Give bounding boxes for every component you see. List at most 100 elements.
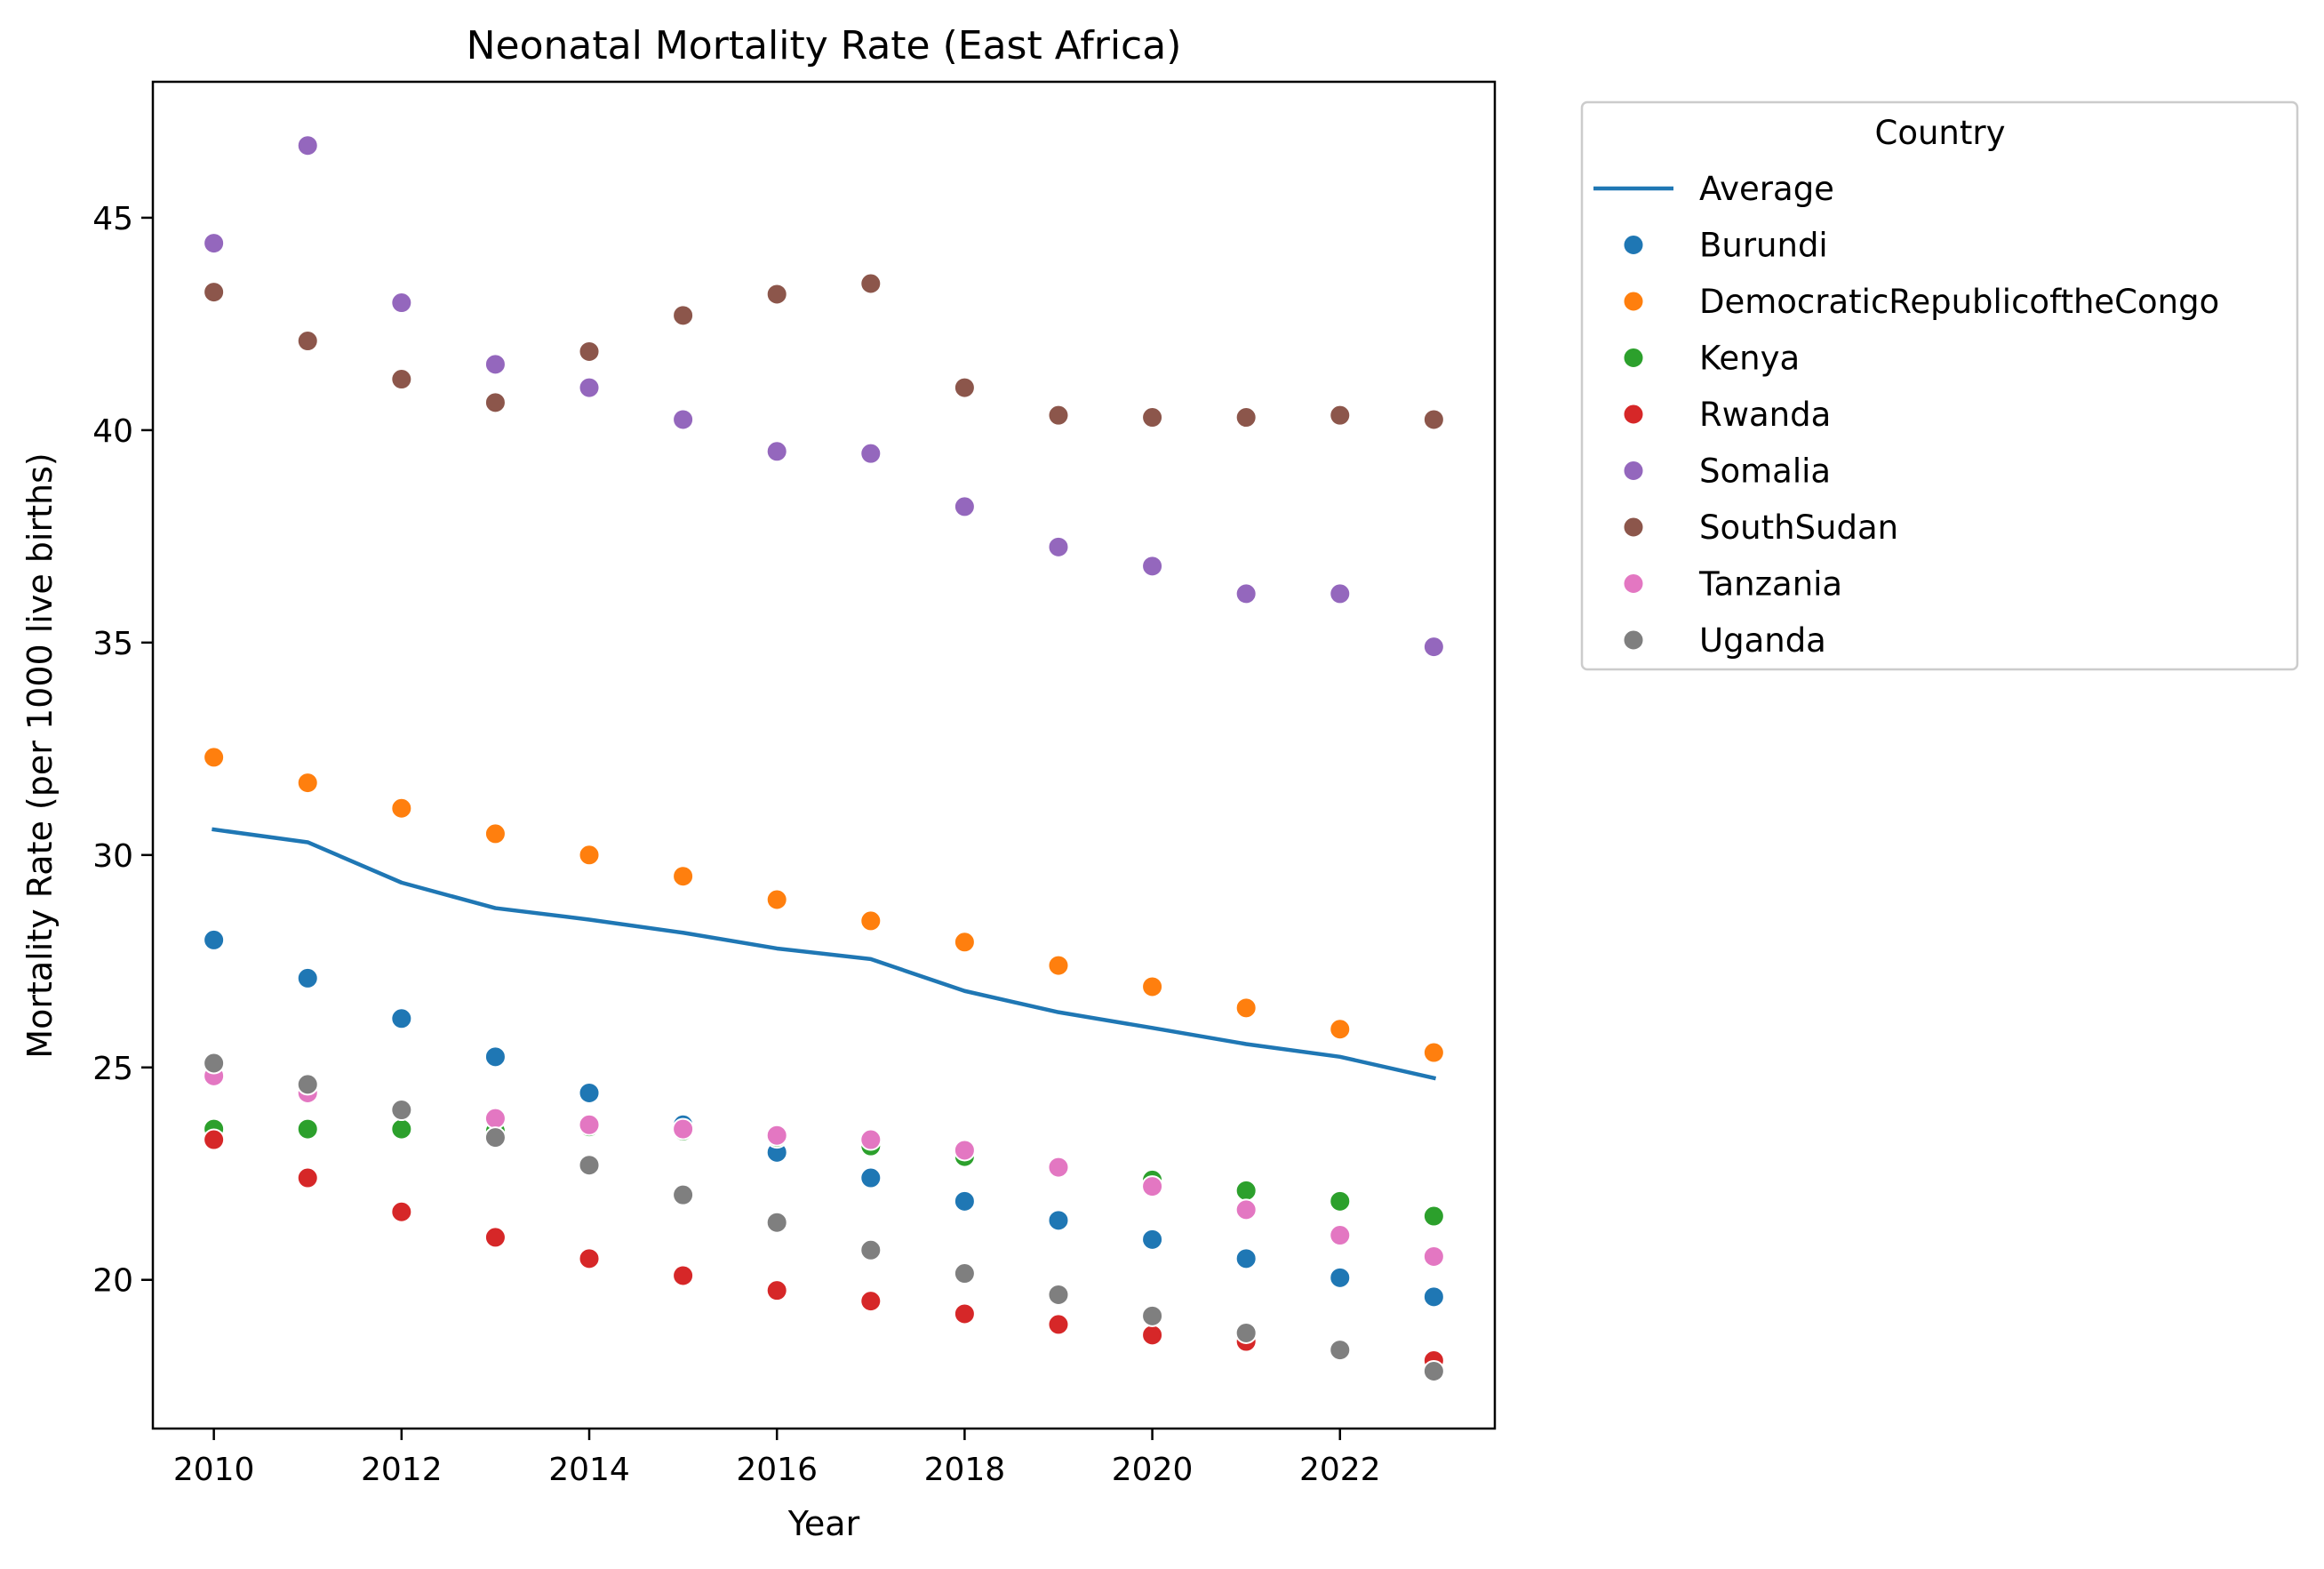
series-democraticrepublicofthecongo	[203, 746, 1445, 1064]
legend-label: Burundi	[1699, 227, 1828, 265]
data-point	[859, 909, 882, 933]
y-tick-label: 40	[92, 413, 133, 450]
legend-title: Country	[1875, 114, 2006, 152]
data-point	[483, 1126, 507, 1149]
data-point	[672, 304, 695, 327]
data-point	[296, 1117, 319, 1141]
legend-entry-southsudan: SouthSudan	[1622, 508, 1898, 547]
series-somalia	[203, 134, 1445, 659]
data-point	[203, 928, 226, 951]
data-point	[578, 1154, 601, 1177]
data-point	[1329, 1224, 1352, 1247]
data-point	[1234, 1198, 1258, 1221]
x-tick-label: 2020	[1112, 1452, 1194, 1488]
data-point	[1329, 582, 1352, 605]
data-point	[1234, 1247, 1258, 1270]
data-point	[859, 1128, 882, 1151]
data-point	[765, 1211, 788, 1234]
legend-marker-swatch	[1622, 234, 1645, 256]
x-tick-label: 2012	[361, 1452, 443, 1488]
data-point	[672, 865, 695, 888]
data-point	[203, 1128, 226, 1151]
data-point	[953, 931, 976, 954]
data-point	[1047, 404, 1070, 427]
legend-label: Somalia	[1699, 452, 1831, 491]
data-point	[1422, 1359, 1445, 1382]
data-point	[296, 330, 319, 353]
data-point	[1141, 1175, 1164, 1198]
average-line-layer	[212, 827, 1437, 1081]
legend-label: DemocraticRepublicoftheCongo	[1699, 283, 2219, 321]
data-point	[483, 1107, 507, 1130]
legend-entry-tanzania: Tanzania	[1622, 565, 1842, 604]
data-point	[1422, 1205, 1445, 1228]
data-point	[1329, 1339, 1352, 1362]
data-point	[1329, 1018, 1352, 1041]
data-point	[203, 232, 226, 255]
data-point	[296, 1166, 319, 1189]
series-southsudan	[203, 272, 1445, 431]
data-point	[1047, 1283, 1070, 1306]
legend-box	[1580, 100, 2299, 671]
data-point	[765, 1124, 788, 1147]
legend-label: Tanzania	[1698, 565, 1842, 604]
legend-label: SouthSudan	[1699, 508, 1898, 547]
data-point	[203, 281, 226, 304]
data-point	[953, 376, 976, 399]
data-point	[1047, 1209, 1070, 1232]
data-point	[1047, 954, 1070, 977]
data-point	[390, 1117, 413, 1141]
data-point	[578, 340, 601, 363]
data-point	[390, 1099, 413, 1122]
data-point	[483, 1226, 507, 1249]
data-point	[672, 1117, 695, 1141]
data-point	[1141, 1304, 1164, 1327]
data-point	[390, 1007, 413, 1030]
x-tick-label: 2014	[548, 1452, 630, 1488]
data-point	[1329, 1266, 1352, 1289]
y-axis-label: Mortality Rate (per 1000 live births)	[20, 452, 60, 1058]
data-point	[578, 1113, 601, 1136]
plot-area	[203, 134, 1445, 1382]
data-point	[483, 353, 507, 376]
data-point	[1234, 1179, 1258, 1202]
data-point	[1329, 404, 1352, 427]
legend-entry-uganda: Uganda	[1622, 621, 1826, 660]
data-point	[1422, 636, 1445, 659]
legend-entry-democraticrepublicofthecongo: DemocraticRepublicoftheCongo	[1622, 283, 2219, 321]
data-point	[390, 368, 413, 391]
legend: Country Average Burundi DemocraticRepublic…	[1580, 100, 2299, 671]
data-point	[1047, 535, 1070, 558]
x-tick-label: 2022	[1299, 1452, 1381, 1488]
legend-label: Average	[1699, 170, 1834, 208]
data-point	[296, 1073, 319, 1096]
data-point	[859, 1238, 882, 1261]
series-uganda	[203, 1052, 1445, 1382]
data-point	[390, 292, 413, 315]
data-point	[953, 1302, 976, 1325]
data-point	[859, 1290, 882, 1313]
x-tick-label: 2016	[736, 1452, 818, 1488]
data-point	[1047, 1156, 1070, 1179]
chart-title: Neonatal Mortality Rate (East Africa)	[467, 23, 1182, 68]
data-point	[859, 1166, 882, 1189]
data-point	[765, 1279, 788, 1302]
data-point	[1234, 997, 1258, 1020]
data-point	[1141, 1228, 1164, 1251]
data-point	[483, 822, 507, 845]
data-point	[1234, 406, 1258, 429]
legend-label: Uganda	[1699, 621, 1826, 660]
x-axis: 2010 2012 2014 2016 2018 2020 2022	[173, 1429, 1381, 1488]
legend-marker-swatch	[1622, 347, 1645, 369]
data-point	[765, 283, 788, 306]
data-point	[859, 272, 882, 295]
data-point	[203, 1052, 226, 1075]
legend-entry-kenya: Kenya	[1622, 340, 1800, 378]
data-point	[390, 1200, 413, 1223]
data-point	[1141, 555, 1164, 578]
data-point	[578, 844, 601, 867]
data-point	[296, 134, 319, 157]
legend-marker-swatch	[1622, 572, 1645, 595]
data-point	[578, 1081, 601, 1104]
